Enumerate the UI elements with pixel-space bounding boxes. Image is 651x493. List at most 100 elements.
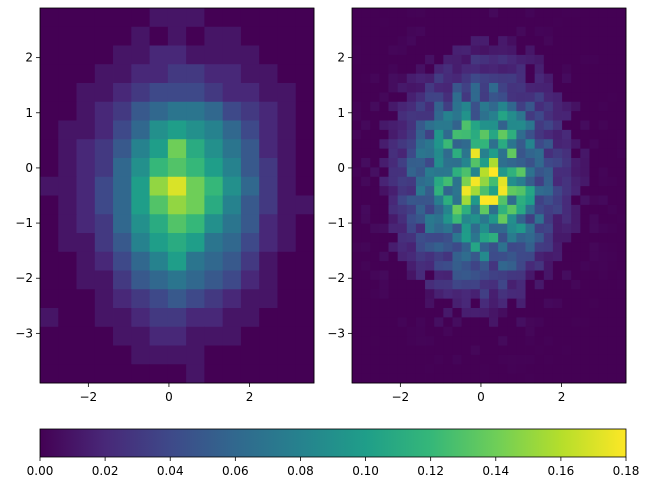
heatmap-cell (379, 214, 389, 225)
heatmap-cell (479, 8, 490, 18)
heatmap-cell (352, 129, 362, 140)
heatmap-cell (370, 8, 380, 18)
heatmap-cell (525, 317, 536, 328)
heatmap-cell (589, 45, 599, 56)
heatmap-cell (489, 64, 499, 75)
heatmap-cell (40, 45, 59, 65)
heatmap-cell (470, 373, 481, 384)
heatmap-cell (543, 73, 554, 84)
heatmap-cell (58, 139, 77, 159)
heatmap-cell (571, 308, 581, 318)
heatmap-cell (562, 242, 572, 253)
heatmap-cell (58, 289, 77, 309)
heatmap-cell (470, 214, 481, 225)
heatmap-cell (607, 195, 618, 206)
heatmap-cell (470, 167, 481, 178)
heatmap-cell (616, 364, 627, 375)
heatmap-cell (562, 233, 572, 243)
heatmap-cell (543, 326, 554, 337)
heatmap-cell (277, 195, 297, 215)
heatmap-cell (379, 111, 389, 121)
heatmap-cell (352, 36, 362, 46)
heatmap-cell (406, 354, 417, 365)
heatmap-cell (507, 308, 517, 318)
heatmap-cell (607, 176, 618, 187)
heatmap-cell (479, 36, 490, 46)
heatmap-cell (361, 45, 371, 56)
heatmap-cell (589, 336, 599, 346)
heatmap-cell (425, 308, 435, 318)
heatmap-cell (113, 176, 132, 196)
heatmap-cell (379, 148, 389, 159)
heatmap-cell (434, 279, 444, 290)
heatmap-cell (434, 120, 444, 131)
heatmap-cell (94, 326, 114, 346)
heatmap-cell (186, 26, 205, 46)
heatmap-cell (370, 111, 380, 121)
heatmap-cell (113, 270, 132, 290)
heatmap-cell (222, 308, 242, 328)
heatmap-cell (434, 233, 444, 243)
heatmap-cell (452, 354, 462, 365)
heatmap-cell (443, 17, 453, 28)
heatmap-cell (452, 36, 462, 46)
heatmap-cell (434, 373, 444, 384)
heatmap-cell (415, 83, 426, 93)
heatmap-cell (589, 354, 599, 365)
heatmap-cell (552, 17, 563, 28)
heatmap-cell (131, 64, 150, 84)
heatmap-cell (388, 120, 399, 131)
heatmap-cell (434, 45, 444, 56)
heatmap-cell (571, 223, 581, 234)
heatmap-cell (361, 373, 371, 384)
heatmap-cell (479, 186, 490, 196)
heatmap-cell (397, 148, 408, 159)
heatmap-cell (580, 167, 590, 178)
heatmap-cell (222, 120, 242, 140)
heatmap-cell (415, 289, 426, 300)
heatmap-cell (507, 354, 517, 365)
heatmap-cell (186, 251, 205, 271)
heatmap-cell (397, 54, 408, 65)
heatmap-cell (543, 8, 554, 18)
heatmap-cell (40, 8, 59, 28)
heatmap-cell (452, 261, 462, 271)
heatmap-cell (598, 373, 609, 384)
heatmap-cell (461, 167, 472, 178)
heatmap-cell (498, 17, 508, 28)
heatmap-cell (552, 354, 563, 365)
heatmap-cell (607, 148, 618, 159)
heatmap-cell (406, 270, 417, 281)
heatmap-cell (452, 364, 462, 375)
heatmap-cell (415, 308, 426, 318)
heatmap-cell (489, 36, 499, 46)
heatmap-cell (589, 36, 599, 46)
heatmap-cell (489, 354, 499, 365)
heatmap-cell (397, 270, 408, 281)
heatmap-cell (76, 8, 96, 28)
heatmap-cell (76, 289, 96, 309)
colorbar-tick-label: 0.12 (417, 464, 444, 478)
heatmap-cell (534, 261, 545, 271)
heatmap-cell (113, 345, 132, 365)
heatmap-cell (452, 270, 462, 281)
heatmap-cell (443, 186, 453, 196)
heatmap-cell (259, 8, 278, 28)
heatmap-cell (222, 45, 242, 65)
heatmap-cell (498, 261, 508, 271)
heatmap-cell (40, 270, 59, 290)
heatmap-cell (415, 373, 426, 384)
heatmap-cell (443, 317, 453, 328)
heatmap-cell (204, 345, 224, 365)
heatmap-cell (425, 223, 435, 234)
heatmap-cell (525, 233, 536, 243)
heatmap-cell (607, 26, 618, 37)
heatmap-cell (479, 345, 490, 356)
heatmap-cell (562, 373, 572, 384)
heatmap-cell (589, 308, 599, 318)
heatmap-cell (525, 270, 536, 281)
heatmap-cell (113, 195, 132, 215)
heatmap-cell (562, 354, 572, 365)
heatmap-cell (222, 364, 242, 384)
heatmap-cell (562, 261, 572, 271)
